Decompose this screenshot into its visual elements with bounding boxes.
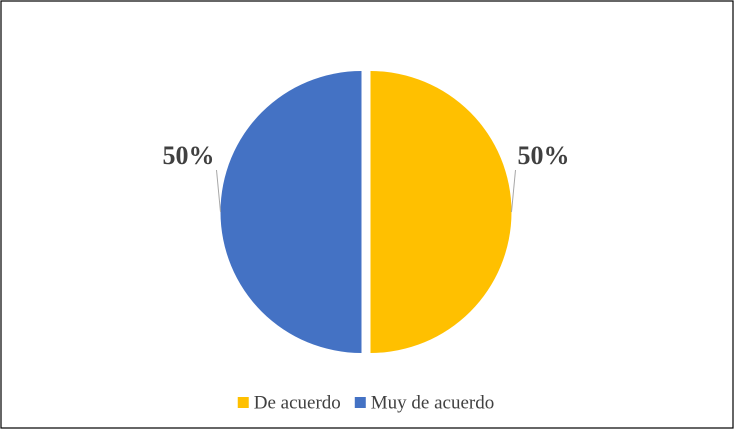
pie-slice	[370, 71, 512, 353]
pie-slice	[220, 71, 362, 353]
legend-label: Muy de acuerdo	[371, 392, 494, 413]
data-label: 50%	[163, 141, 215, 170]
legend-label: De acuerdo	[254, 392, 341, 413]
leader-line	[216, 169, 221, 213]
leader-line	[511, 169, 516, 213]
legend-swatch	[354, 397, 366, 408]
data-label: 50%	[518, 141, 570, 170]
legend-swatch	[237, 397, 249, 408]
